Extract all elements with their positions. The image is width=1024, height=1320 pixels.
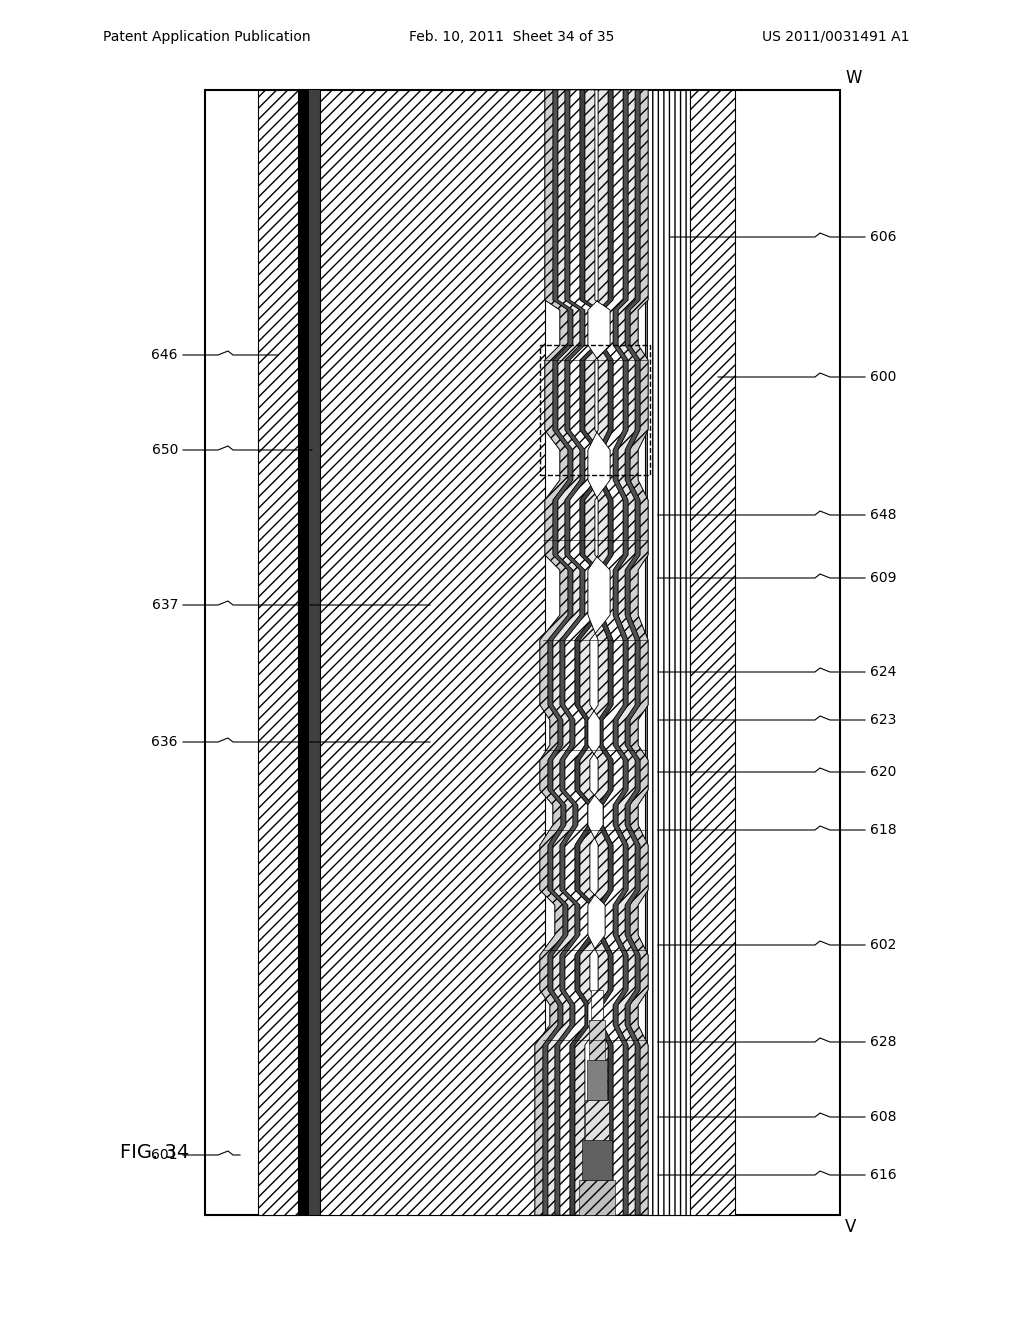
Text: 646: 646 <box>152 348 178 362</box>
Polygon shape <box>535 90 648 1214</box>
Text: 618: 618 <box>870 822 897 837</box>
Text: 624: 624 <box>870 665 896 678</box>
Text: W: W <box>845 69 861 87</box>
Text: 609: 609 <box>870 572 896 585</box>
Text: 602: 602 <box>870 939 896 952</box>
Text: 620: 620 <box>870 766 896 779</box>
Text: 616: 616 <box>870 1168 897 1181</box>
Text: 606: 606 <box>870 230 896 244</box>
Bar <box>645 90 690 1214</box>
Text: FIG. 34: FIG. 34 <box>120 1143 189 1162</box>
Polygon shape <box>570 90 613 1214</box>
Bar <box>540 345 650 475</box>
Polygon shape <box>589 1020 604 1060</box>
Text: 623: 623 <box>870 713 896 727</box>
Polygon shape <box>582 1140 611 1180</box>
Text: US 2011/0031491 A1: US 2011/0031491 A1 <box>763 30 910 44</box>
Polygon shape <box>579 1180 614 1214</box>
Polygon shape <box>548 90 635 1214</box>
Bar <box>298 90 309 1214</box>
Text: 636: 636 <box>152 735 178 748</box>
Text: 637: 637 <box>152 598 178 612</box>
Text: 608: 608 <box>870 1110 896 1125</box>
Text: Feb. 10, 2011  Sheet 34 of 35: Feb. 10, 2011 Sheet 34 of 35 <box>410 30 614 44</box>
Bar <box>258 90 298 1214</box>
Text: 628: 628 <box>870 1035 896 1049</box>
Text: Patent Application Publication: Patent Application Publication <box>103 30 310 44</box>
Bar <box>309 90 319 1214</box>
Polygon shape <box>560 90 623 1214</box>
Text: V: V <box>845 1218 856 1236</box>
Text: 648: 648 <box>870 508 896 521</box>
Polygon shape <box>591 990 602 1020</box>
Polygon shape <box>555 90 628 1214</box>
Polygon shape <box>585 90 610 1214</box>
Polygon shape <box>535 90 648 1214</box>
Polygon shape <box>587 1060 606 1100</box>
Polygon shape <box>543 90 640 1214</box>
Bar <box>319 90 545 1214</box>
Text: 650: 650 <box>152 444 178 457</box>
Text: 601: 601 <box>152 1148 178 1162</box>
Text: 600: 600 <box>870 370 896 384</box>
Polygon shape <box>575 90 610 1214</box>
Polygon shape <box>585 1100 608 1140</box>
Bar <box>205 90 840 1214</box>
Bar <box>690 90 735 1214</box>
